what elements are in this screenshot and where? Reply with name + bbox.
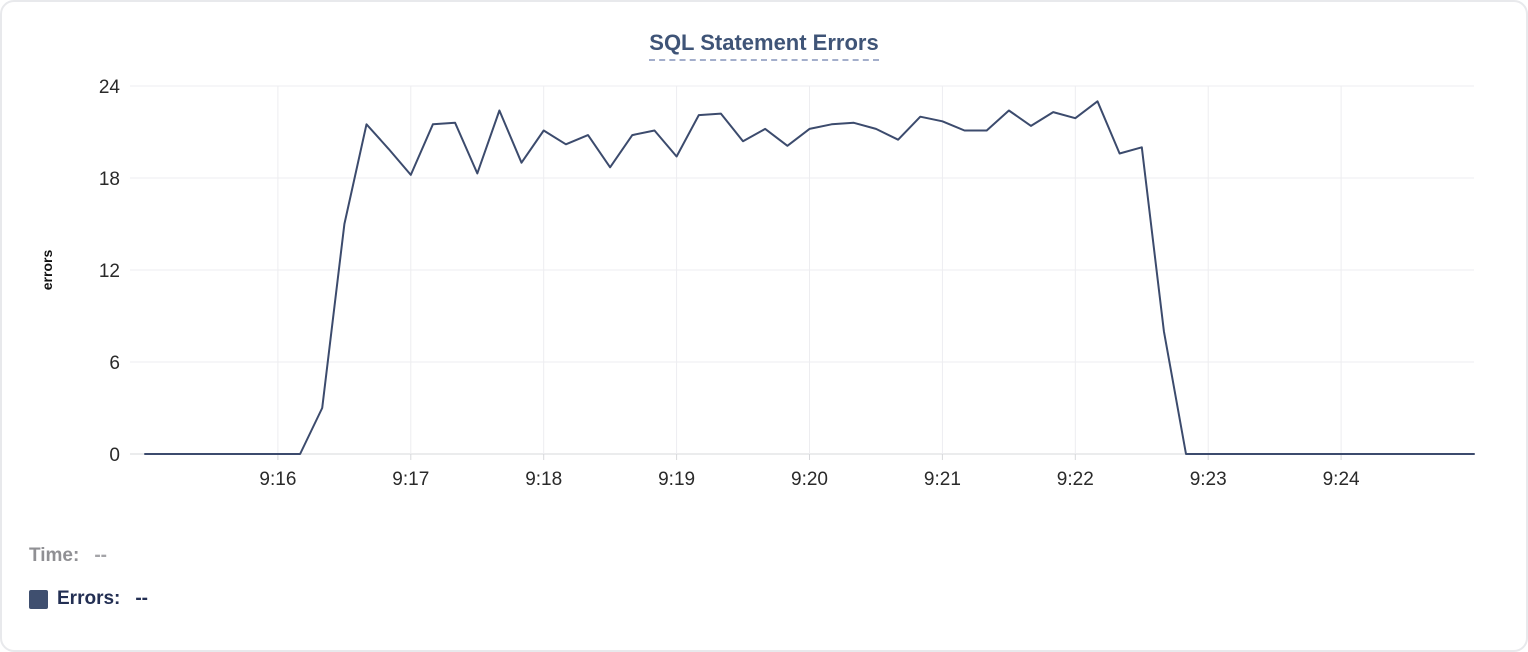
y-tick-label: 18	[99, 169, 120, 190]
sql-statement-errors-line-chart[interactable]: 0 6 12 18 24 9:16 9:17 9:18 9:19 9:20 9:21 9:22 9:23…	[2, 2, 1528, 507]
errors-series-swatch	[29, 589, 48, 609]
errors-label: Errors:	[57, 588, 121, 609]
readout-time-row: Time: --	[29, 545, 148, 567]
y-tick-label: 0	[109, 445, 120, 466]
errors-value: --	[135, 588, 149, 609]
time-label: Time:	[29, 545, 80, 566]
y-axis-title: errors	[39, 250, 55, 291]
x-tick-label: 9:16	[259, 469, 296, 490]
x-tick-label: 9:17	[392, 469, 429, 490]
chart-title[interactable]: SQL Statement Errors	[649, 30, 879, 61]
time-value: --	[94, 545, 107, 566]
x-tick-label: 9:20	[791, 469, 828, 490]
x-tick-label: 9:23	[1190, 469, 1227, 490]
x-tick-label: 9:22	[1057, 469, 1094, 490]
x-tick-label: 9:21	[924, 469, 961, 490]
chart-title-wrap: SQL Statement Errors	[2, 30, 1526, 61]
errors-series-line	[144, 100, 1475, 455]
hover-readout-legend: Time: -- Errors: --	[29, 545, 148, 631]
y-tick-label: 12	[99, 261, 120, 282]
legend-errors-row[interactable]: Errors: --	[29, 588, 148, 610]
y-tick-label: 6	[109, 353, 120, 374]
y-tick-label: 24	[99, 77, 121, 98]
x-tick-label: 9:19	[658, 469, 695, 490]
x-tick-label: 9:18	[525, 469, 562, 490]
x-tick-label: 9:24	[1323, 469, 1360, 490]
